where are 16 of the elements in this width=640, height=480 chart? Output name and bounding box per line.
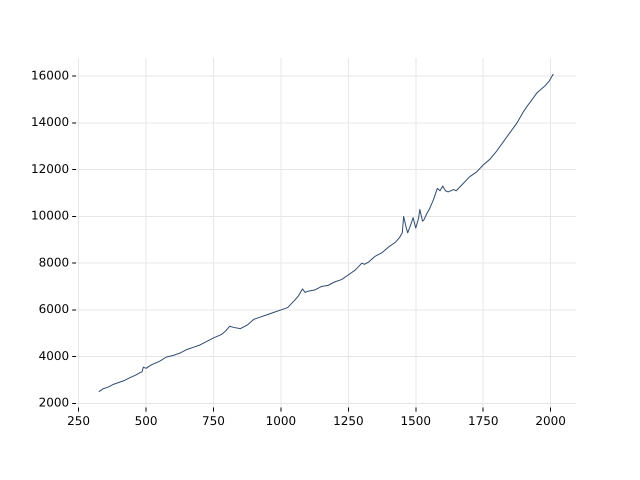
y-tick-label: 6000 [38, 302, 70, 316]
y-tick-label: 2000 [38, 396, 70, 410]
x-tick-label: 2000 [535, 414, 566, 428]
y-tick-label: 14000 [30, 115, 70, 130]
y-tick-label: 12000 [30, 162, 70, 176]
x-tick-label: 500 [134, 414, 158, 428]
x-tick-label: 250 [67, 414, 90, 428]
x-tick-label: 1500 [400, 414, 432, 428]
y-tick-label: 10000 [30, 208, 70, 223]
y-tick-label: 8000 [38, 255, 70, 270]
y-tick-label: 4000 [38, 348, 70, 363]
x-tick-label: 1250 [333, 414, 364, 428]
y-tick-label: 16000 [30, 68, 70, 82]
x-tick-label: 1750 [468, 414, 498, 428]
x-tick-label: 1000 [266, 414, 296, 428]
x-tick-label: 750 [202, 414, 225, 428]
